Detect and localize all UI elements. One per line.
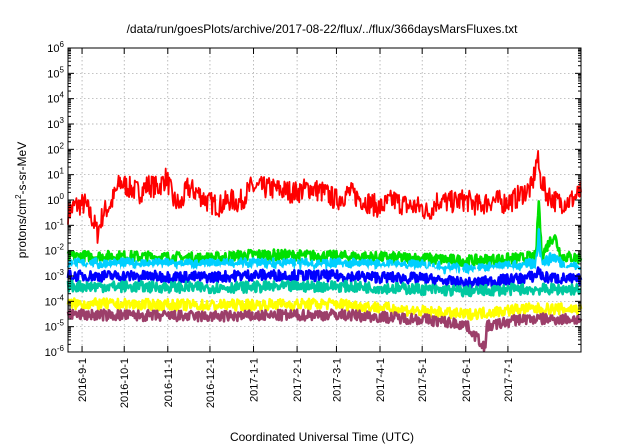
- x-axis-label: Coordinated Universal Time (UTC): [230, 430, 414, 444]
- y-axis: 10-6 10-5 10-4 10-3 10-2 10-1 100 101 102 103 104 1…: [45, 40, 581, 359]
- y-tick-label: 10-3: [45, 268, 65, 283]
- x-tick-label: 2017-5-1: [417, 358, 429, 402]
- x-tick-label: 2017-3-1: [331, 358, 343, 402]
- x-tick-label: 2016-11-1: [163, 358, 175, 407]
- y-tick-label: 10-6: [45, 344, 65, 359]
- x-tick-label: 2017-7-1: [503, 358, 515, 402]
- x-tick-label: 2017-1-1: [249, 358, 261, 402]
- y-tick-label: 10-1: [45, 217, 65, 232]
- series-line-5: [66, 279, 582, 298]
- y-tick-label: 103: [47, 116, 64, 131]
- y-tick-label: 106: [47, 40, 64, 55]
- y-tick-label: 10-5: [45, 319, 65, 334]
- series-line-0: [67, 150, 582, 244]
- y-tick-label: 102: [47, 141, 64, 156]
- series-layer: [66, 150, 583, 352]
- y-tick-label: 10-4: [45, 293, 65, 308]
- x-tick-label: 2017-6-1: [461, 358, 473, 402]
- x-tick-label: 2017-4-1: [375, 358, 387, 402]
- y-tick-label: 100: [47, 192, 64, 207]
- x-tick-label: 2017-2-1: [292, 358, 304, 402]
- x-tick-label: 2016-9-1: [77, 358, 89, 402]
- chart-title: /data/run/goesPlots/archive/2017-08-22/f…: [127, 22, 519, 36]
- y-tick-label: 105: [47, 65, 64, 80]
- plot-area: 10-6 10-5 10-4 10-3 10-2 10-1 100 101 102 103 104 1…: [45, 40, 583, 408]
- x-tick-label: 2016-10-1: [119, 358, 131, 408]
- x-axis: 2016-9-1 2016-10-1 2016-11-1 2016-12-1 2017-…: [77, 48, 515, 408]
- series-line-7: [66, 308, 583, 352]
- y-tick-label: 104: [47, 91, 64, 106]
- x-tick-label: 2016-12-1: [205, 358, 217, 408]
- y-axis-label: protons/cm2-s-sr-MeV: [14, 142, 29, 258]
- series-line-4: [66, 266, 583, 290]
- y-tick-label: 101: [47, 167, 64, 182]
- y-tick-label: 10-2: [45, 243, 65, 258]
- series-line-6: [66, 297, 583, 321]
